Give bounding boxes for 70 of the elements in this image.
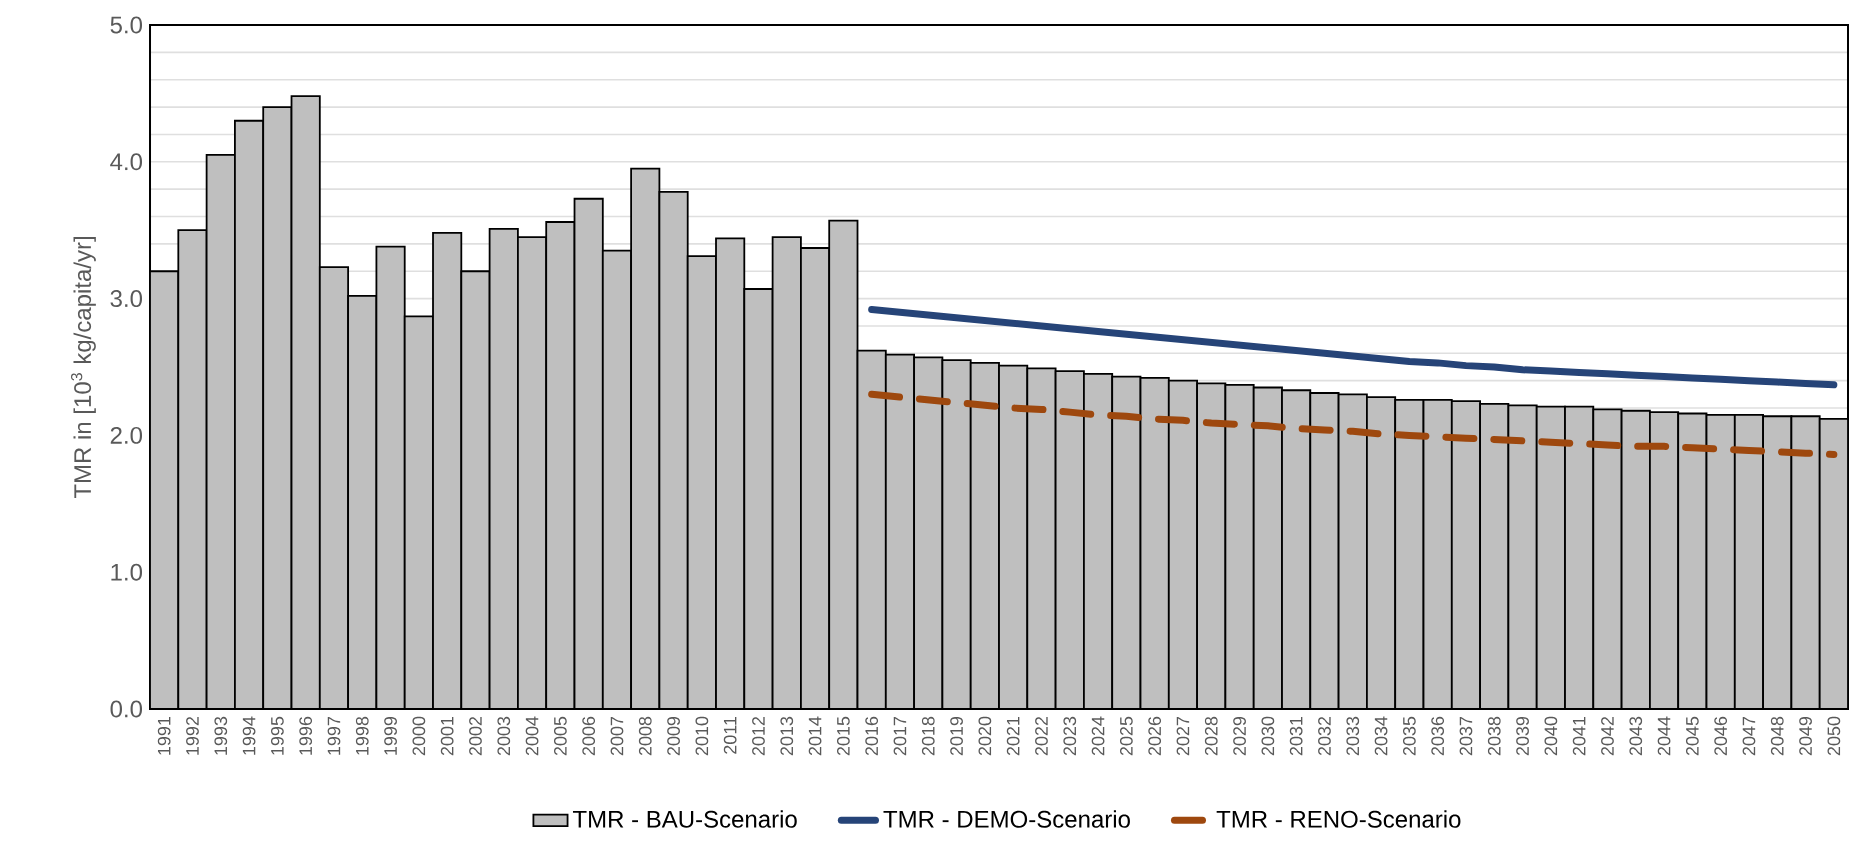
y-axis-title: TMR in [10$^{3}$ kg/capita/yr] — [71, 237, 96, 499]
x-tick-label: 2012 — [752, 716, 765, 756]
x-tick-label: 1998 — [355, 716, 369, 755]
x-tick-label: 2020 — [978, 716, 992, 756]
x-tick-label: 2029 — [1233, 716, 1246, 756]
x-tick-label: 2013 — [780, 716, 794, 756]
x-tick-label: 2017 — [893, 716, 907, 756]
x-tick-label: 2036 — [1431, 716, 1445, 756]
x-tick-label: 2000 — [412, 716, 426, 756]
x-tick-label: 2021 — [1006, 716, 1020, 756]
x-tick-label: 2005 — [553, 716, 567, 756]
x-tick-label: 2047 — [1742, 716, 1756, 756]
x-tick-label: 2050 — [1827, 716, 1841, 756]
x-tick-label: 2045 — [1685, 716, 1699, 756]
y-tick-label: 0.0 — [110, 700, 143, 718]
x-tick-label: 2002 — [469, 716, 482, 756]
x-tick-label: 2024 — [1091, 716, 1105, 756]
x-tick-label: 2033 — [1346, 716, 1360, 756]
x-tick-label: 1996 — [299, 716, 313, 755]
x-tick-label: 1995 — [270, 716, 284, 755]
x-tick-label: 2022 — [1035, 716, 1048, 756]
x-tick-label: 2011 — [723, 716, 737, 754]
legend-label: TMR - DEMO-Scenario — [883, 810, 1130, 828]
x-tick-label: 2007 — [610, 716, 624, 756]
x-tick-label: 2016 — [865, 716, 879, 756]
x-tick-label: 2001 — [440, 716, 454, 756]
x-tick-label: 1992 — [186, 716, 199, 755]
x-tick-label: 1994 — [242, 716, 256, 755]
x-tick-label: 2010 — [695, 716, 709, 756]
x-tick-label: 1993 — [214, 716, 228, 755]
x-tick-label: 2008 — [638, 716, 652, 756]
x-tick-label: 2037 — [1459, 716, 1473, 756]
x-tick-label: 2035 — [1402, 716, 1416, 756]
x-tick-label: 2015 — [836, 716, 850, 756]
legend-label: TMR - BAU-Scenario — [572, 810, 797, 828]
x-tick-label: 2039 — [1516, 716, 1529, 756]
x-tick-label: 1991 — [157, 716, 171, 755]
x-tick-label: 2028 — [1204, 716, 1218, 756]
x-tick-label: 2019 — [950, 716, 963, 756]
x-tick-label: 2038 — [1487, 716, 1501, 756]
x-tick-label: 2025 — [1119, 716, 1133, 756]
x-tick-label: 2041 — [1572, 716, 1586, 756]
x-tick-label: 2032 — [1318, 716, 1331, 756]
x-tick-label: 2042 — [1601, 716, 1614, 756]
legend-label: TMR - RENO-Scenario — [1216, 810, 1461, 828]
x-tick-label: 2048 — [1770, 716, 1784, 756]
x-tick-label: 2046 — [1714, 716, 1728, 756]
x-tick-label: 2034 — [1374, 716, 1388, 756]
x-tick-label: 2040 — [1544, 716, 1558, 756]
y-tick-label: 2.0 — [110, 426, 143, 444]
x-tick-label: 2049 — [1799, 716, 1812, 756]
x-tick-label: 2023 — [1063, 716, 1077, 756]
x-tick-label: 2031 — [1289, 716, 1303, 756]
x-tick-label: 2004 — [525, 716, 539, 756]
x-tick-label: 2018 — [921, 716, 935, 756]
x-tick-label: 2003 — [497, 716, 511, 756]
x-tick-label: 2030 — [1261, 716, 1275, 756]
x-tick-label: 2014 — [808, 716, 822, 756]
y-tick-label: 1.0 — [111, 563, 143, 581]
y-tick-label: 3.0 — [110, 290, 143, 308]
x-tick-label: 2006 — [582, 716, 596, 756]
x-tick-label: 1999 — [384, 716, 397, 755]
y-tick-label: 4.0 — [110, 153, 143, 171]
y-tick-label: 5.0 — [110, 16, 143, 34]
x-tick-label: 2044 — [1657, 716, 1671, 756]
x-tick-label: 2026 — [1148, 716, 1162, 756]
x-tick-label: 2043 — [1629, 716, 1643, 756]
x-tick-label: 2009 — [667, 716, 680, 756]
x-tick-label: 2027 — [1176, 716, 1190, 756]
x-tick-label: 1997 — [327, 716, 341, 755]
